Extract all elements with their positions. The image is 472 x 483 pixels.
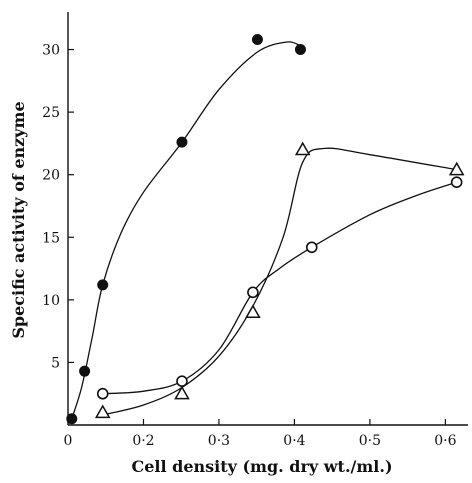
x-tick-label: 0 bbox=[64, 433, 73, 449]
markers bbox=[66, 34, 465, 425]
series-filled-circle-curve bbox=[71, 41, 301, 419]
open-circle-point bbox=[305, 241, 318, 254]
open-circle-point bbox=[96, 387, 109, 400]
open-circle-point bbox=[450, 176, 463, 189]
y-tick-label: 25 bbox=[42, 105, 60, 121]
open-triangle-point bbox=[245, 304, 261, 318]
curves bbox=[71, 41, 457, 419]
x-tick-label: 0·5 bbox=[359, 433, 381, 449]
series-open-circle-curve bbox=[102, 181, 457, 395]
x-axis-label: Cell density (mg. dry wt./ml.) bbox=[131, 457, 392, 476]
y-axis-label: Specific activity of enzyme bbox=[9, 101, 28, 338]
y-tick-label: 30 bbox=[42, 43, 60, 59]
open-triangle-point bbox=[94, 404, 111, 419]
filled-circle-point bbox=[176, 136, 188, 148]
x-tick-label: 0·2 bbox=[132, 433, 154, 449]
series-open-triangle-curve bbox=[102, 147, 457, 416]
filled-circle-point bbox=[79, 365, 91, 377]
open-circle-point bbox=[247, 286, 259, 299]
x-tick-label: 0·4 bbox=[283, 433, 305, 449]
y-tick-label: 5 bbox=[51, 355, 60, 371]
filled-circle-point bbox=[251, 34, 263, 46]
y-tick-label: 15 bbox=[42, 230, 60, 246]
axes bbox=[67, 12, 468, 426]
x-tick-label: 0·3 bbox=[208, 433, 230, 449]
filled-circle-point bbox=[97, 279, 109, 291]
filled-circle-point bbox=[66, 413, 78, 425]
ticks: 0 0·2 0·3 0·4 0·5 0·6 5 10 15 20 25 30 bbox=[42, 43, 456, 449]
open-triangle-point bbox=[294, 141, 311, 156]
y-tick-label: 10 bbox=[42, 293, 60, 309]
open-triangle-point bbox=[448, 161, 465, 176]
filled-circle-point bbox=[294, 44, 306, 56]
x-tick-label: 0·6 bbox=[434, 433, 456, 449]
open-triangle-point bbox=[174, 385, 190, 400]
y-tick-label: 20 bbox=[42, 168, 60, 184]
open-circle-point bbox=[176, 375, 188, 387]
